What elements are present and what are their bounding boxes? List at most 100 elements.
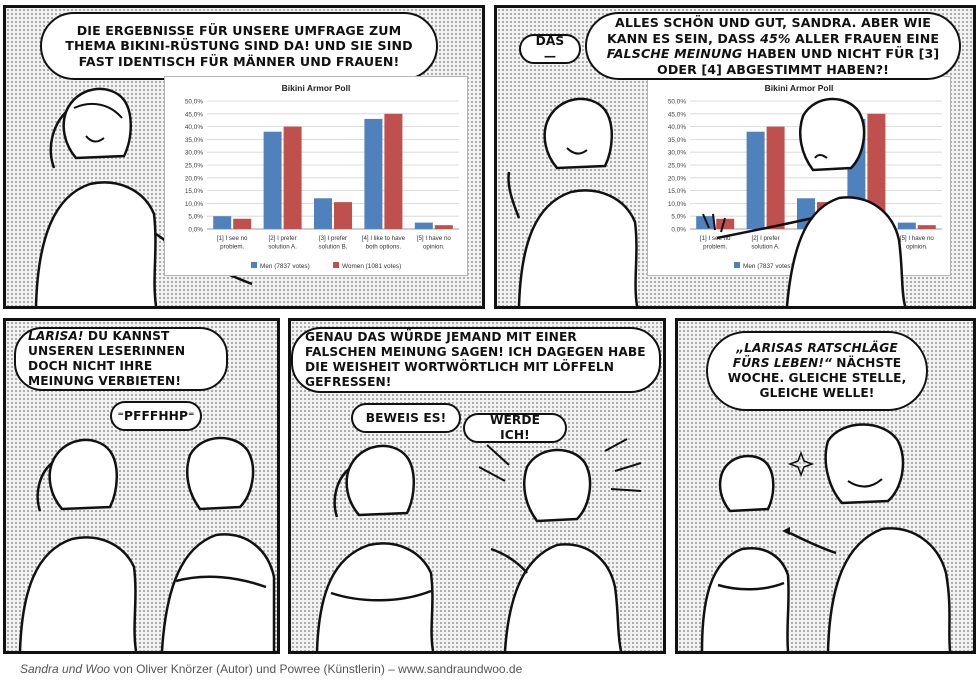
y-tick-label: 15,0% [668, 188, 686, 195]
y-tick-label: 10,0% [185, 201, 203, 208]
bubble-text: Die Ergebnisse für unsere Umfrage zum Th… [54, 23, 424, 70]
bar [283, 126, 302, 229]
emphasized-text: 45% [760, 30, 791, 46]
speech-bubble: Alles schön und gut, Sandra. Aber wie ka… [585, 12, 961, 80]
bubble-text-part: Alles schön und gut, Sandra. Aber wie ka… [606, 15, 932, 46]
speech-bubble: Werde ich! [463, 413, 567, 443]
y-tick-label: 45,0% [668, 111, 686, 118]
speech-bubble: „Larisas Ratschläge fürs Leben!“ Nächste… [706, 331, 928, 411]
legend-entry: Men (7837 votes) [743, 263, 793, 270]
bar [897, 222, 916, 229]
bikini-armor-poll-chart-partial: Bikini Armor Poll 0,0% 5,0% 10,0% 15,0% 20,0%… [647, 76, 951, 276]
x-tick-label: [2] I prefer [751, 235, 779, 242]
legend-swatch [333, 262, 339, 268]
bar [314, 198, 332, 229]
comic-panel-3: Larisa! Du kannst unseren Leserinnen doc… [3, 318, 280, 654]
bubble-text: Werde ich! [477, 413, 553, 443]
x-tick-label: [5] I have no [417, 235, 452, 242]
bar [384, 113, 403, 229]
y-tick-label: 40,0% [668, 124, 686, 131]
legend-swatch [734, 262, 740, 268]
bubble-text-part: ⁼Pfffhhp⁼ [117, 408, 195, 423]
x-tick-label: [3] I prefer [319, 235, 347, 242]
speech-bubble: Genau das würde jemand mit einer falsche… [291, 327, 661, 393]
bubble-text: ⁼Pfffhhp⁼ [118, 409, 195, 424]
y-tick-label: 0,0% [188, 227, 203, 234]
y-tick-label: 50,0% [185, 99, 203, 106]
y-tick-label: 30,0% [185, 150, 203, 157]
characters-sandra-larisa [315, 438, 642, 651]
chart-title: Bikini Armor Poll [282, 83, 351, 93]
characters-sandra-larisa [507, 97, 907, 306]
x-tick-label: [2] I prefer [268, 235, 296, 242]
bar [716, 218, 735, 229]
speech-bubble: Beweis es! [351, 403, 461, 433]
x-tick-label: [5] I have no [900, 235, 935, 242]
bubble-text-part: Die Ergebnisse für unsere Umfrage zum Th… [65, 22, 413, 69]
bar [434, 225, 453, 229]
comic-credit: Sandra und Woo von Oliver Knörzer (Autor… [20, 662, 522, 676]
chart-title: Bikini Armor Poll [765, 83, 834, 93]
y-tick-label: 25,0% [668, 163, 686, 170]
bar [696, 216, 715, 229]
x-tick-label: solution A. [268, 244, 297, 251]
x-tick-label: problem. [220, 244, 244, 251]
emphasized-text: „Larisas Ratschläge fürs Leben!“ [732, 341, 898, 370]
bar [414, 222, 433, 229]
y-tick-label: 40,0% [185, 124, 203, 131]
bar [917, 225, 936, 229]
x-tick-label: solution A. [751, 244, 780, 251]
x-tick-label: opinion. [906, 244, 928, 251]
x-tick-label: opinion. [423, 244, 445, 251]
comic-title: Sandra und Woo [20, 662, 111, 676]
speech-bubble: Die Ergebnisse für unsere Umfrage zum Th… [40, 12, 438, 80]
y-tick-label: 25,0% [185, 163, 203, 170]
y-tick-label: 35,0% [668, 137, 686, 144]
y-tick-label: 45,0% [185, 111, 203, 118]
y-tick-label: 50,0% [668, 99, 686, 106]
y-tick-label: 10,0% [668, 201, 686, 208]
bar [364, 118, 383, 229]
bubble-text: „Larisas Ratschläge fürs Leben!“ Nächste… [720, 341, 914, 401]
bubble-text-part: haben und nicht für [3] oder [4] abgesti… [657, 46, 940, 77]
comic-panel-4: Genau das würde jemand mit einer falsche… [288, 318, 666, 654]
x-tick-label: problem. [703, 244, 727, 251]
x-tick-label: [4] I like to have [362, 235, 406, 242]
x-tick-label: solution B. [319, 244, 348, 251]
bar-chart: Bikini Armor Poll 0,0% 5,0% 10,0% 15,0% 20,0%… [185, 83, 459, 270]
x-tick-label: both options. [366, 244, 402, 251]
bubble-text-part: Nächste Woche. Gleiche Stelle, gleiche W… [727, 356, 907, 400]
characters-sandra-larisa [700, 423, 952, 651]
bubble-text-part: Werde ich! [489, 413, 541, 442]
x-tick-label: [1] I see no [700, 235, 731, 242]
bar [334, 202, 352, 229]
legend-entry: Women (1081 votes) [342, 263, 401, 270]
comic-panel-5: „Larisas Ratschläge fürs Leben!“ Nächste… [675, 318, 976, 654]
bubble-text-part: Das— [535, 34, 565, 63]
bar [263, 131, 282, 229]
y-tick-label: 15,0% [185, 188, 203, 195]
legend-entry: Men (7837 votes) [260, 263, 310, 270]
y-tick-label: 5,0% [671, 214, 686, 221]
bubble-text: Alles schön und gut, Sandra. Aber wie ka… [599, 15, 947, 77]
bubble-text: Das— [533, 34, 567, 64]
bar [766, 126, 785, 229]
bubble-text-part: Beweis es! [365, 410, 447, 425]
bubble-text: Larisa! Du kannst unseren Leserinnen doc… [28, 329, 214, 389]
y-tick-label: 0,0% [671, 227, 686, 234]
bubble-text: Beweis es! [366, 411, 447, 426]
emphasized-text: falsche Meinung [606, 46, 743, 61]
bikini-armor-poll-chart: Bikini Armor Poll 0,0% 5,0% 10,0% 15,0% 20,0%… [164, 76, 468, 276]
y-tick-label: 30,0% [668, 150, 686, 157]
speech-bubble: Larisa! Du kannst unseren Leserinnen doc… [14, 327, 228, 391]
credit-text: von Oliver Knörzer (Autor) und Powree (K… [110, 662, 523, 676]
comic-panel-1: Die Ergebnisse für unsere Umfrage zum Th… [3, 5, 485, 309]
emphasized-text: Larisa! [28, 329, 84, 343]
comic-panel-2: Bikini Armor Poll 0,0% 5,0% 10,0% 15,0% 20,0%… [494, 5, 976, 309]
y-tick-label: 20,0% [185, 175, 203, 182]
speech-bubble: Das— [519, 34, 581, 64]
bubble-text-part: Genau das würde jemand mit einer falsche… [305, 330, 646, 389]
speech-bubble: ⁼Pfffhhp⁼ [110, 401, 202, 431]
x-tick-label: [1] I see no [217, 235, 248, 242]
bar [213, 216, 232, 229]
